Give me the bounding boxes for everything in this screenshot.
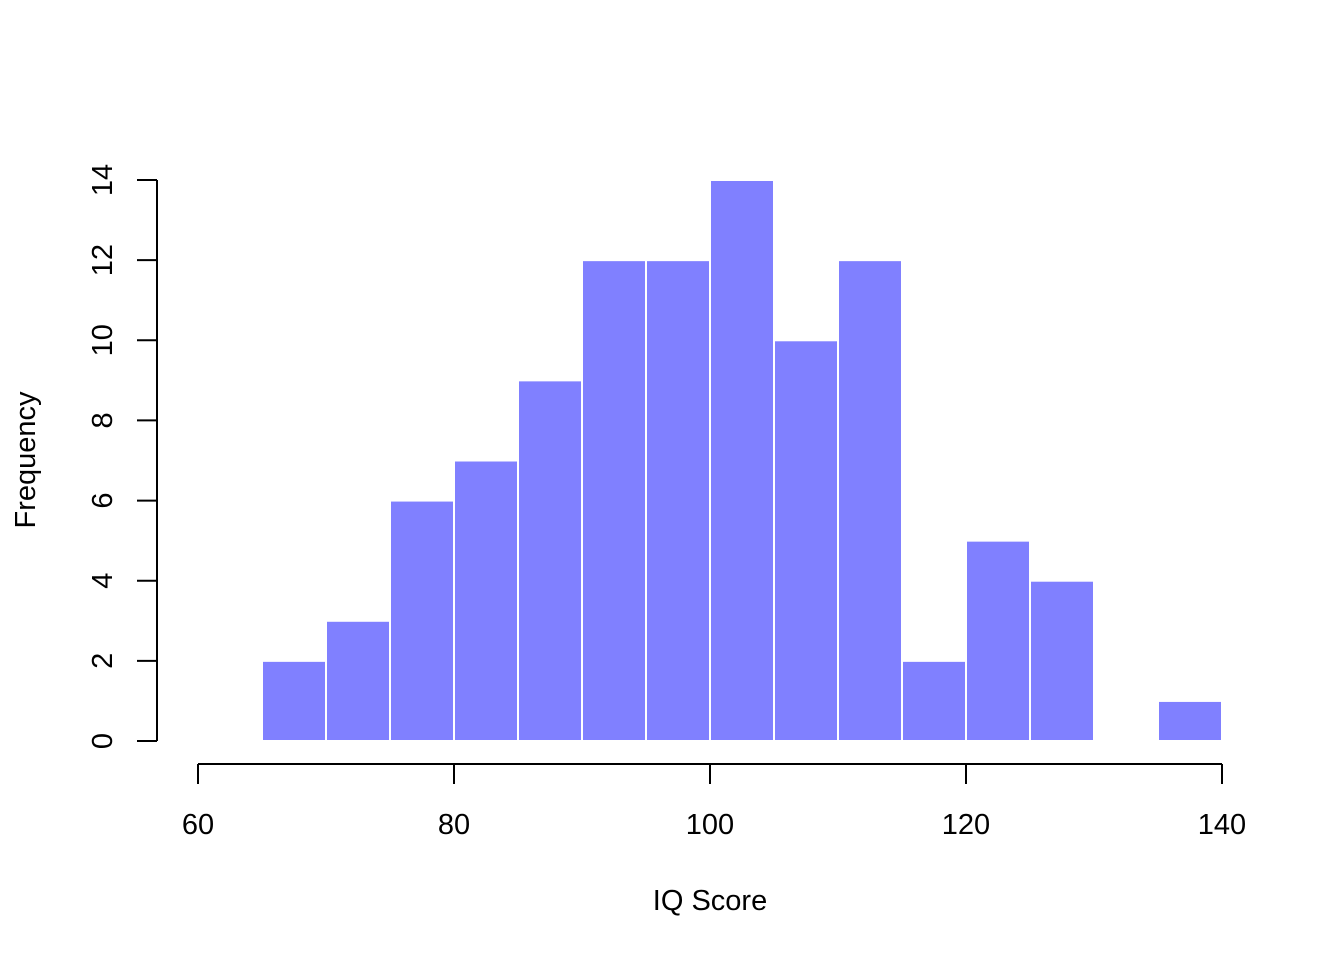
y-tick-label-7: 14 <box>87 164 119 196</box>
y-tick-label-3: 6 <box>87 493 119 509</box>
bars-group <box>261 179 1223 743</box>
histogram-bar-8 <box>773 339 839 742</box>
y-tick-label-0: 0 <box>87 733 119 749</box>
histogram-bar-0 <box>261 659 327 742</box>
y-tick-label-1: 2 <box>87 653 119 669</box>
y-tick-label-5: 10 <box>87 324 119 356</box>
histogram-bar-6 <box>645 259 711 742</box>
histogram-bar-5 <box>581 259 647 742</box>
x-axis-title: IQ Score <box>653 885 767 917</box>
histogram-bar-14 <box>1157 699 1223 743</box>
x-tick-label-2: 100 <box>686 809 734 841</box>
y-axis-title: Frequency <box>10 391 42 529</box>
histogram-bar-2 <box>389 499 455 743</box>
x-tick-label-4: 140 <box>1198 809 1246 841</box>
histogram-bar-11 <box>965 539 1031 743</box>
histogram-bar-1 <box>325 619 391 742</box>
histogram-bar-9 <box>837 259 903 742</box>
histogram-bar-7 <box>709 179 775 742</box>
y-tick-label-6: 12 <box>87 244 119 276</box>
histogram-bar-3 <box>453 459 519 742</box>
histogram-bar-10 <box>901 659 967 742</box>
histogram-bar-12 <box>1029 579 1095 743</box>
y-axis: 0 2 4 6 8 10 12 14 <box>87 164 158 749</box>
x-axis: 60 80 100 120 140 <box>182 763 1246 841</box>
y-tick-label-2: 4 <box>87 573 119 589</box>
x-tick-label-3: 120 <box>942 809 990 841</box>
x-tick-label-0: 60 <box>182 809 214 841</box>
x-tick-label-1: 80 <box>438 809 470 841</box>
histogram-bar-4 <box>517 379 583 742</box>
y-tick-label-4: 8 <box>87 412 119 428</box>
